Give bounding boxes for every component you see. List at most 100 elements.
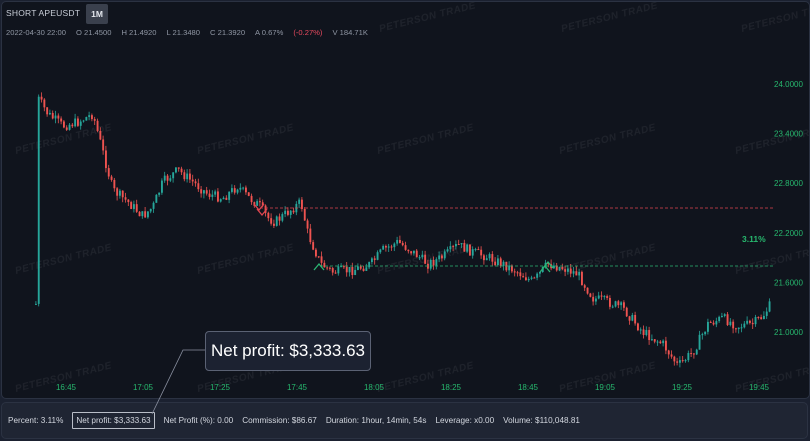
ohlc-readout: 2022-04-30 22:00 O 21.4500 H 21.4920 L 2… [6, 28, 368, 37]
candle-body [435, 259, 438, 266]
candle-body [172, 172, 175, 179]
candle-body [707, 321, 709, 332]
watermark-text: PETERSON TRADE [734, 360, 809, 395]
candle-body [653, 339, 656, 342]
candle-body [278, 216, 281, 221]
candle-body [208, 193, 211, 197]
candle-body [455, 244, 457, 247]
candle-body [345, 266, 348, 273]
candle-body [502, 261, 505, 266]
candle-body [275, 216, 278, 226]
candle-body [261, 202, 264, 206]
candle-body [177, 167, 180, 169]
candle-body [54, 115, 57, 119]
timeframe-button[interactable]: 1M [86, 3, 108, 24]
candle-body [768, 301, 771, 312]
candle-body [614, 301, 617, 307]
candle-body [96, 120, 99, 131]
candle-body [236, 189, 239, 193]
candle-body [82, 120, 85, 122]
price-tick-label: 22.2000 [774, 229, 803, 238]
candle-body [709, 321, 712, 323]
candle-body [340, 266, 343, 268]
price-tick-label: 24.0000 [774, 80, 803, 89]
candle-body [390, 246, 393, 248]
candle-body [679, 360, 681, 363]
candle-body [197, 183, 200, 190]
candle-body [359, 266, 362, 269]
candle-body [312, 242, 315, 250]
chart-panel[interactable]: PETERSON TRADE PETERSON TRADE PETERSON TRA… [1, 1, 810, 399]
candle-body [396, 239, 399, 244]
candle-body [79, 121, 82, 126]
candle-body [737, 327, 740, 330]
price-tick-label: 21.6000 [774, 278, 803, 287]
candle-body [175, 167, 177, 173]
candle-body [603, 296, 606, 298]
candle-body [242, 187, 245, 189]
candle-body [485, 258, 488, 261]
candle-body [617, 301, 620, 306]
price-tick-label: 21.0000 [774, 328, 803, 337]
candle-body [317, 256, 320, 258]
candle-body [513, 271, 516, 273]
candle-body [267, 212, 270, 219]
candle-body [438, 255, 441, 260]
candle-body [180, 168, 183, 173]
candle-body [289, 210, 292, 215]
candle-body [399, 239, 401, 243]
candle-body [189, 173, 191, 180]
candle-body [483, 255, 485, 261]
candle-body [527, 278, 530, 281]
candle-body [270, 218, 273, 224]
candle-body [749, 320, 751, 323]
candle-body [645, 330, 648, 335]
candle-body [60, 118, 63, 122]
candle-body [681, 360, 684, 362]
stat-volume: Volume: $110,048.81 [503, 416, 580, 425]
candle-body [740, 327, 743, 329]
candle-body [701, 334, 704, 336]
candle-body [606, 296, 609, 298]
candle-body [121, 190, 124, 198]
candle-body [572, 271, 575, 274]
candle-body [715, 321, 718, 325]
candle-body [497, 258, 499, 266]
candle-body [480, 249, 483, 256]
candle-body [642, 329, 645, 335]
watermark-text: PETERSON TRADE [378, 2, 477, 35]
candle-body [413, 250, 415, 254]
candle-body [583, 285, 586, 288]
candle-body [161, 180, 163, 193]
candle-body [110, 176, 113, 180]
candle-body [457, 244, 460, 246]
watermark-text: PETERSON TRADE [14, 242, 113, 277]
time-tick-label: 18:45 [518, 383, 539, 392]
candle-body [592, 296, 595, 302]
candlestick-chart[interactable]: PETERSON TRADE PETERSON TRADE PETERSON TRA… [2, 2, 809, 398]
candle-body [639, 329, 642, 331]
candle-body [43, 99, 46, 108]
candle-body [186, 173, 189, 180]
price-tick-label: 22.8000 [774, 179, 803, 188]
candle-body [536, 273, 539, 278]
candle-body [765, 311, 768, 316]
candle-body [547, 262, 550, 265]
candle-body [93, 119, 96, 121]
candle-body [57, 115, 60, 119]
candle-body [169, 178, 172, 181]
candle-body [684, 360, 687, 362]
candle-body [158, 192, 161, 195]
candle-body [561, 266, 564, 270]
candle-body [343, 266, 345, 268]
candle-body [303, 209, 306, 221]
candle-body [449, 246, 452, 250]
candle-body [228, 191, 231, 200]
candle-body [667, 350, 670, 355]
candle-body [491, 254, 494, 262]
stat-commission: Commission: $86.67 [242, 416, 317, 425]
candle-body [35, 303, 37, 305]
ohlc-date: 2022-04-30 22:00 [6, 28, 66, 37]
candle-body [91, 115, 93, 120]
candle-body [382, 246, 385, 250]
